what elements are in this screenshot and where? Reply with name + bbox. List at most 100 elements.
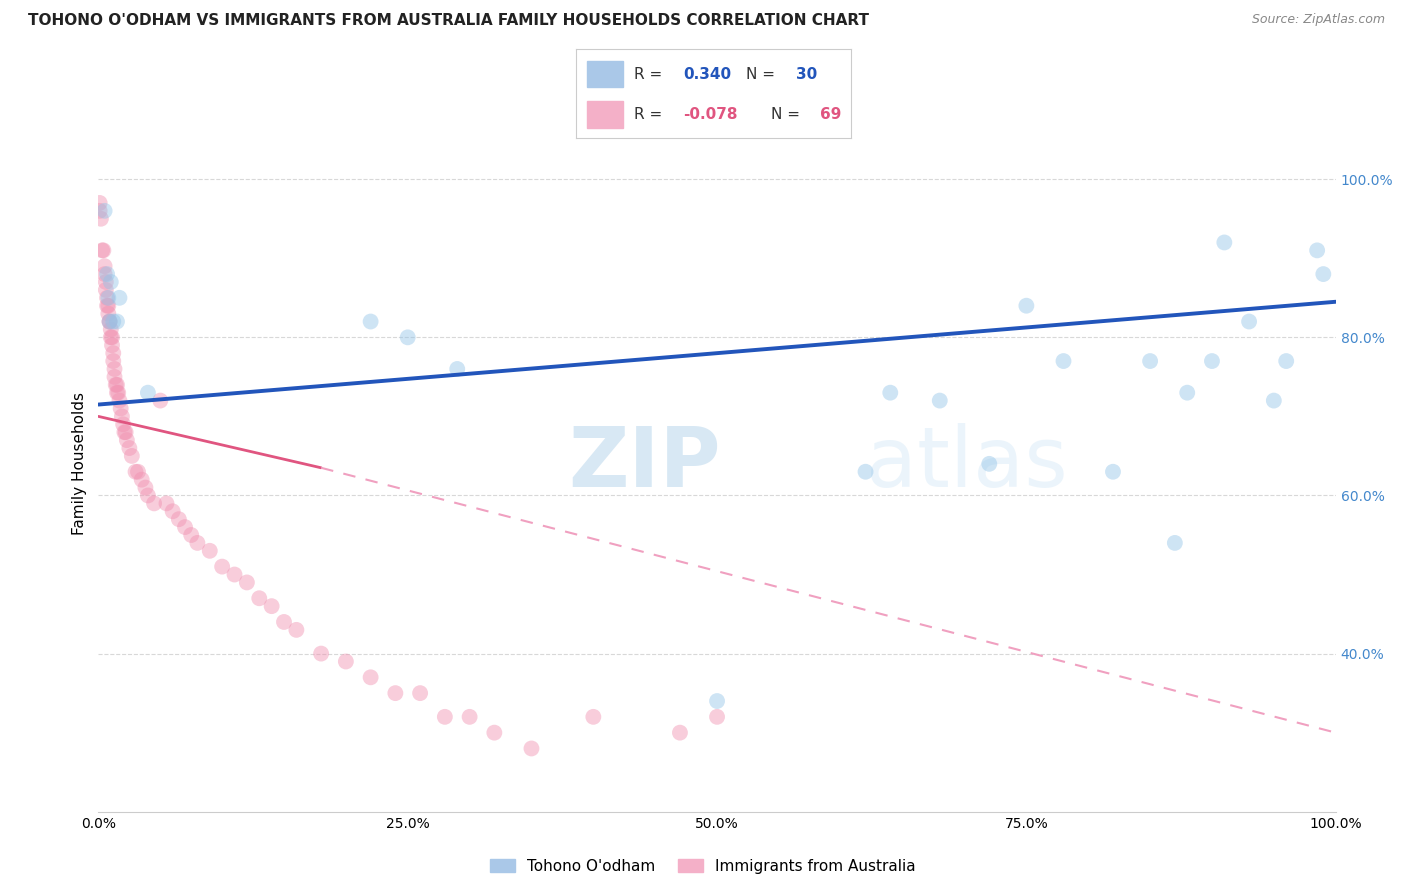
Point [105, 377, 128, 392]
Point [928, 393, 950, 408]
Text: N =: N = [747, 67, 780, 81]
Point [1237, 314, 1260, 328]
Text: 69: 69 [821, 107, 842, 121]
Point [396, 330, 419, 344]
Point [131, 473, 153, 487]
Text: -0.078: -0.078 [683, 107, 738, 121]
Text: 0.340: 0.340 [683, 67, 731, 81]
Legend: Tohono O'odham, Immigrants from Australia: Tohono O'odham, Immigrants from Australi… [484, 853, 922, 880]
Point [1213, 235, 1236, 250]
Point [360, 670, 382, 684]
Point [520, 741, 543, 756]
Point [118, 441, 141, 455]
FancyBboxPatch shape [588, 61, 623, 87]
Point [134, 481, 156, 495]
Text: R =: R = [634, 67, 668, 81]
Point [180, 528, 202, 542]
Point [1275, 354, 1298, 368]
Point [167, 512, 190, 526]
Point [105, 314, 128, 328]
Point [101, 338, 124, 352]
Point [143, 496, 166, 510]
Point [224, 567, 246, 582]
Text: atlas: atlas [866, 424, 1067, 504]
Point [409, 686, 432, 700]
Point [97, 291, 120, 305]
Point [91, 244, 114, 258]
Point [127, 465, 149, 479]
Point [285, 623, 308, 637]
Point [96, 291, 118, 305]
Point [98, 314, 121, 328]
Point [114, 425, 136, 440]
Point [112, 425, 135, 440]
Point [335, 655, 357, 669]
Point [211, 559, 233, 574]
Point [101, 330, 124, 344]
Text: R =: R = [634, 107, 668, 121]
Point [115, 433, 138, 447]
Point [1201, 354, 1223, 368]
Point [90, 211, 112, 226]
Point [360, 314, 382, 328]
Point [89, 203, 111, 218]
Point [111, 409, 134, 424]
FancyBboxPatch shape [588, 101, 623, 128]
Point [93, 203, 115, 218]
Point [103, 346, 125, 360]
Point [96, 267, 118, 281]
Point [136, 385, 159, 400]
Point [100, 275, 122, 289]
Point [236, 575, 259, 590]
Text: 30: 30 [796, 67, 817, 81]
Point [979, 457, 1001, 471]
Point [879, 385, 901, 400]
Point [1312, 267, 1334, 281]
Point [110, 401, 132, 416]
Point [89, 196, 111, 211]
Point [97, 307, 120, 321]
Point [309, 647, 332, 661]
Point [162, 504, 184, 518]
Point [93, 267, 115, 281]
Point [1102, 465, 1125, 479]
Point [446, 362, 468, 376]
Point [384, 686, 406, 700]
Point [98, 314, 121, 328]
Point [107, 385, 129, 400]
Text: Source: ZipAtlas.com: Source: ZipAtlas.com [1251, 13, 1385, 27]
Point [103, 354, 125, 368]
Point [100, 330, 122, 344]
Point [1306, 244, 1329, 258]
Point [198, 544, 221, 558]
Text: TOHONO O'ODHAM VS IMMIGRANTS FROM AUSTRALIA FAMILY HOUSEHOLDS CORRELATION CHART: TOHONO O'ODHAM VS IMMIGRANTS FROM AUSTRA… [28, 13, 869, 29]
Point [1164, 536, 1187, 550]
Point [1015, 299, 1038, 313]
Point [174, 520, 197, 534]
Point [112, 417, 135, 432]
Point [706, 710, 728, 724]
Point [96, 299, 118, 313]
Point [121, 449, 143, 463]
Text: ZIP: ZIP [568, 424, 721, 504]
Point [582, 710, 605, 724]
Point [97, 299, 120, 313]
Point [669, 725, 692, 739]
Point [1052, 354, 1074, 368]
Point [105, 385, 128, 400]
Point [103, 362, 125, 376]
Point [186, 536, 208, 550]
Point [149, 393, 172, 408]
Point [104, 377, 127, 392]
Point [108, 393, 131, 408]
Point [433, 710, 456, 724]
Point [136, 488, 159, 502]
Point [103, 370, 125, 384]
Point [458, 710, 481, 724]
Text: N =: N = [770, 107, 806, 121]
Point [1139, 354, 1161, 368]
Point [108, 291, 131, 305]
Point [98, 314, 121, 328]
Y-axis label: Family Households: Family Households [72, 392, 87, 535]
Point [93, 244, 115, 258]
